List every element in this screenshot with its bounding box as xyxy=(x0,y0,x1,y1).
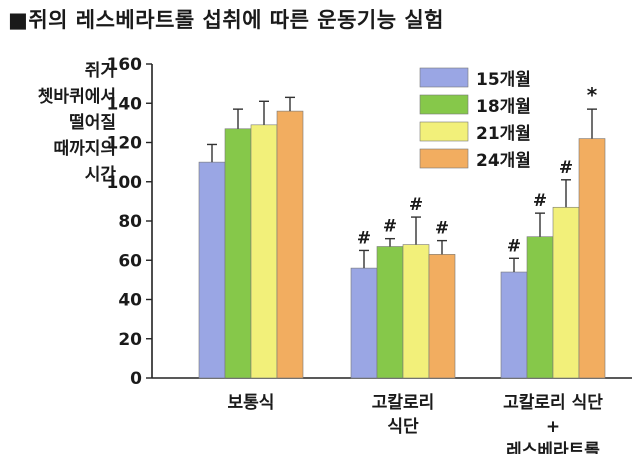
y-tick-label: 20 xyxy=(118,330,142,350)
significance-marker: # xyxy=(409,195,423,215)
y-tick-label: 60 xyxy=(118,251,142,271)
significance-marker: # xyxy=(533,191,547,211)
bar xyxy=(350,267,378,379)
x-category-label: 식단 xyxy=(387,417,419,437)
y-tick-label: 100 xyxy=(107,173,143,193)
bar xyxy=(198,161,226,379)
x-category-label: + xyxy=(546,417,560,437)
bar xyxy=(526,236,554,379)
bar xyxy=(552,206,580,379)
significance-marker: # xyxy=(559,158,573,178)
y-axis-label: 쥐가 쳇바퀴에서 떨어질 때까지의 시간 xyxy=(4,58,116,188)
chart-title: ■쥐의 레스베라트롤 섭취에 따른 운동기능 실험 xyxy=(8,8,444,32)
y-tick-label: 40 xyxy=(118,291,142,311)
significance-marker: # xyxy=(507,236,521,256)
significance-marker: # xyxy=(435,219,449,239)
bar xyxy=(250,124,278,379)
y-tick-label: 80 xyxy=(118,212,142,232)
bar xyxy=(428,254,456,379)
bar xyxy=(276,110,304,379)
y-axis-label-line: 쥐가 xyxy=(84,61,116,81)
x-category-label: 레스베라트롤 xyxy=(506,441,600,454)
y-axis-label-line: 때까지의 xyxy=(53,139,116,159)
significance-marker: # xyxy=(357,228,371,248)
x-category-label: 고칼로리 xyxy=(372,393,435,413)
bar xyxy=(224,128,252,379)
legend-label: 18개월 xyxy=(476,97,531,117)
legend-swatch xyxy=(419,148,469,169)
y-tick-label: 140 xyxy=(107,94,143,114)
x-category-label: 보통식 xyxy=(228,393,275,413)
x-category-label: 고칼로리 식단 xyxy=(503,393,603,413)
legend-swatch xyxy=(419,121,469,142)
significance-marker: * xyxy=(587,83,598,107)
bar xyxy=(376,246,404,379)
significance-marker: # xyxy=(383,217,397,237)
y-tick-label: 0 xyxy=(130,369,142,389)
bar xyxy=(402,244,430,379)
y-axis-label-line: 쳇바퀴에서 xyxy=(37,87,116,107)
y-tick-label: 120 xyxy=(107,134,143,154)
bar xyxy=(578,138,606,379)
legend-label: 15개월 xyxy=(476,70,531,90)
y-tick-label: 160 xyxy=(107,55,143,75)
y-axis-label-line: 떨어질 xyxy=(69,113,116,133)
y-axis-label-line: 시간 xyxy=(84,165,116,185)
legend-swatch xyxy=(419,67,469,88)
legend-label: 21개월 xyxy=(476,124,531,144)
legend-label: 24개월 xyxy=(476,151,531,171)
legend-swatch xyxy=(419,94,469,115)
bar xyxy=(500,271,528,379)
